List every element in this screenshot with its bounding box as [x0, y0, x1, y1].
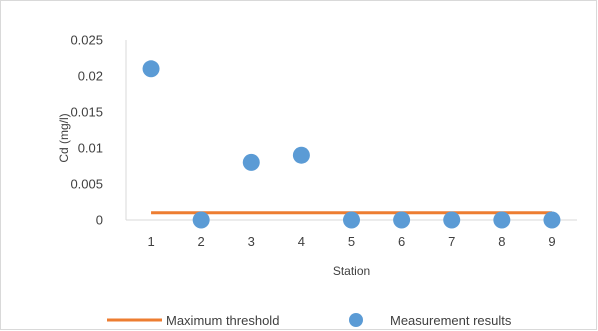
x-tick-label: 6 [398, 234, 405, 249]
y-tick-label: 0 [96, 213, 103, 228]
measurement-point [242, 153, 260, 171]
series-layer [142, 60, 561, 229]
measurement-point [543, 211, 561, 229]
measurement-point [142, 60, 160, 78]
x-tick-label: 5 [348, 234, 355, 249]
measurement-point [443, 211, 461, 229]
y-tick-label: 0.01 [78, 141, 103, 156]
measurement-point [292, 146, 310, 164]
y-axis-ticks: 0 0.005 0.01 0.015 0.02 0.025 [70, 33, 103, 228]
y-tick-label: 0.02 [78, 69, 103, 84]
measurement-point [343, 211, 360, 229]
x-tick-label: 7 [448, 234, 455, 249]
y-tick-label: 0.015 [70, 105, 103, 120]
x-tick-label: 4 [298, 234, 305, 249]
x-tick-label: 8 [498, 234, 505, 249]
legend: Maximum threshold Measurement results [107, 313, 512, 328]
measurement-point [393, 211, 411, 229]
x-axis-title: Station [333, 264, 370, 278]
measurement-point [493, 211, 511, 229]
x-tick-label: 3 [248, 234, 255, 249]
y-axis-title: Cd (mg/l) [57, 113, 71, 162]
x-axis-ticks: 1 2 3 4 5 6 7 8 9 [147, 234, 555, 249]
x-tick-label: 1 [147, 234, 154, 249]
legend-measurement-swatch [349, 313, 363, 327]
x-tick-label: 2 [198, 234, 205, 249]
y-tick-label: 0.005 [70, 177, 103, 192]
x-tick-label: 9 [548, 234, 555, 249]
legend-measurement-label: Measurement results [390, 313, 512, 328]
measurement-point [192, 211, 210, 229]
y-tick-label: 0.025 [70, 33, 103, 48]
legend-threshold-label: Maximum threshold [166, 313, 279, 328]
